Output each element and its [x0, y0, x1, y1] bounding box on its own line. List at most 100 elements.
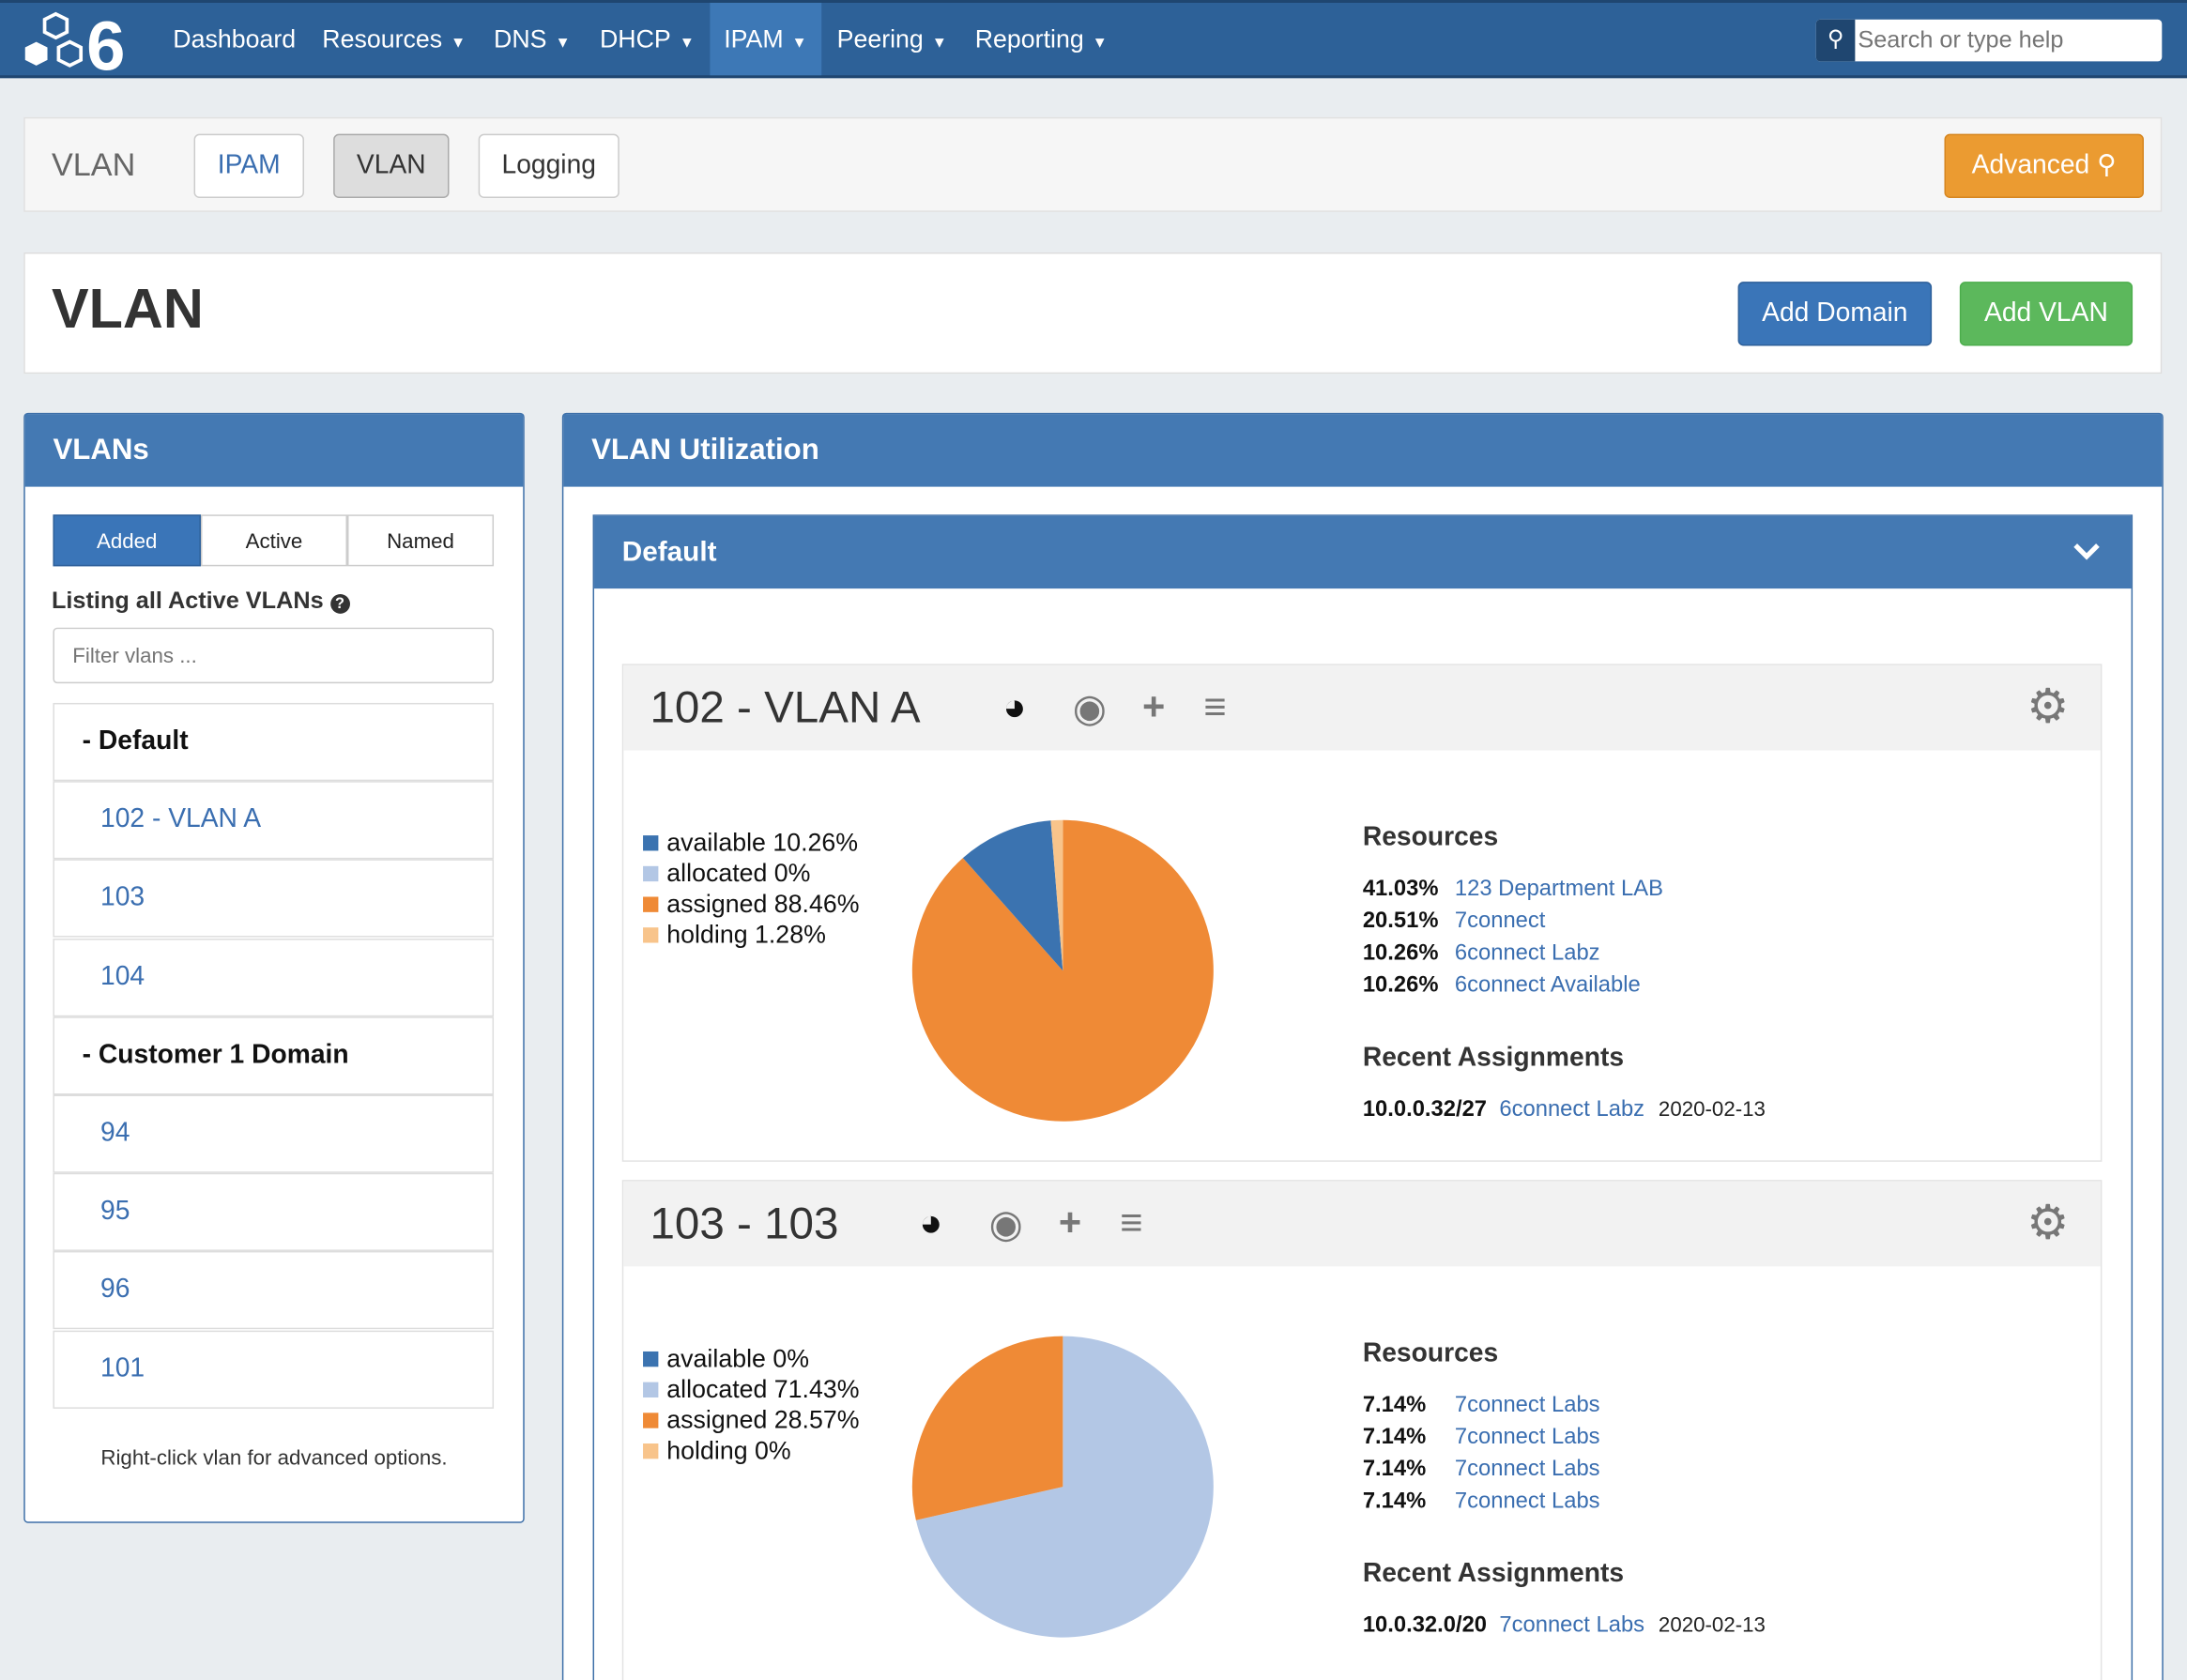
search-input[interactable] [1858, 19, 2158, 62]
advanced-search-button[interactable]: Advanced ⚲ [1944, 133, 2144, 199]
pie-chart-icon[interactable]: ◕ [919, 1200, 943, 1245]
tab-named[interactable]: Named [347, 514, 495, 567]
nav-label: Reporting [974, 24, 1084, 53]
vlan-list-item[interactable]: 102 - VLAN A [53, 781, 495, 860]
help-icon[interactable]: ? [329, 594, 350, 614]
assignment-row: 10.0.32.0/20 7connect Labs 2020-02-13 [1363, 1610, 1766, 1642]
legend-entry: holding 0% [643, 1435, 859, 1466]
vlan-domain-item[interactable]: - Customer 1 Domain [53, 1016, 495, 1095]
vlan-button[interactable]: VLAN [333, 133, 450, 199]
assignment-network[interactable]: 10.0.32.0/20 [1362, 1613, 1488, 1638]
vlan-list-item[interactable]: 94 [53, 1094, 495, 1173]
nav-peering[interactable]: Peering ▼ [823, 3, 961, 75]
pie-chart [911, 819, 1214, 1122]
legend-entry: holding 1.28% [643, 919, 859, 950]
search-box[interactable]: ⚲ [1815, 19, 2163, 62]
vlan-card: 103 - 103 ◕ ◉ + ≡ ⚙ available 0% allocated 71.4… [621, 1180, 2103, 1680]
legend-swatch [643, 1443, 659, 1459]
plus-icon[interactable]: + [1058, 1200, 1082, 1245]
logo-icon[interactable]: 6 [20, 6, 143, 75]
caret-down-icon: ▼ [931, 35, 947, 52]
legend-label: assigned 88.46% [666, 890, 860, 918]
logging-button[interactable]: Logging [478, 133, 619, 199]
vlan-list-item[interactable]: 96 [53, 1251, 495, 1330]
list-icon[interactable]: ≡ [1120, 1200, 1143, 1245]
legend-swatch [643, 1351, 659, 1367]
chevron-down-icon[interactable] [2072, 542, 2101, 562]
eye-icon[interactable]: ◉ [1072, 686, 1108, 730]
plus-icon[interactable]: + [1142, 684, 1166, 728]
resource-row: 7.14% 7connect Labs [1363, 1453, 1766, 1485]
tab-added[interactable]: Added [53, 514, 201, 567]
nav-ipam[interactable]: IPAM ▼ [710, 2, 821, 76]
resource-link[interactable]: 7connect Labs [1454, 1489, 1600, 1514]
nav-dashboard[interactable]: Dashboard [159, 3, 310, 75]
pie-slice-assigned[interactable] [911, 819, 1214, 1122]
nav-dns[interactable]: DNS ▼ [480, 3, 584, 75]
vlan-list-item[interactable]: 103 [53, 859, 495, 939]
resource-link[interactable]: 6connect Available [1454, 973, 1641, 998]
legend-swatch [643, 927, 659, 943]
advanced-label: Advanced [1971, 150, 2090, 180]
legend-label: allocated 0% [666, 859, 811, 888]
vlan-list-item[interactable]: 95 [53, 1173, 495, 1252]
pie-legend: available 0% allocated 71.43% assigned 28.… [643, 1343, 860, 1466]
pie-slice-allocated[interactable] [915, 1336, 1214, 1638]
vlan-list-item[interactable]: 104 [53, 938, 495, 1016]
vlan-card-header: 103 - 103 ◕ ◉ + ≡ ⚙ [623, 1181, 2101, 1267]
resource-link[interactable]: 7connect Labs [1454, 1457, 1600, 1482]
vlans-panel-title: VLANs [24, 414, 524, 487]
group-title: Default [621, 537, 717, 568]
assignment-date: 2020-02-13 [1658, 1613, 1766, 1638]
assignment-row: 10.0.0.32/27 6connect Labz 2020-02-13 [1363, 1093, 1766, 1125]
assignment-date: 2020-02-13 [1658, 1097, 1766, 1122]
listing-text: Listing all Active VLANs [51, 587, 324, 614]
resource-row: 7.14% 7connect Labs [1363, 1486, 1766, 1518]
pie-slice-assigned[interactable] [911, 1336, 1063, 1520]
assignment-resource-link[interactable]: 6connect Labz [1499, 1097, 1645, 1122]
tab-active[interactable]: Active [200, 514, 348, 567]
footer-hint: Right-click vlan for advanced options. [100, 1445, 448, 1471]
resource-link[interactable]: 123 Department LAB [1454, 877, 1663, 901]
page-title: VLAN [51, 279, 204, 341]
resource-percent: 20.51% [1362, 909, 1439, 934]
vlan-card-header: 102 - VLAN A ◕ ◉ + ≡ ⚙ [623, 664, 2101, 751]
nav-reporting[interactable]: Reporting ▼ [961, 3, 1122, 75]
add-vlan-button[interactable]: Add VLAN [1959, 282, 2133, 346]
filter-vlans-input[interactable] [53, 627, 495, 684]
pie-chart-icon[interactable]: ◕ [1002, 684, 1027, 728]
group-header[interactable]: Default [594, 515, 2132, 589]
resource-link[interactable]: 7connect Labs [1454, 1393, 1600, 1417]
list-icon[interactable]: ≡ [1203, 684, 1227, 728]
top-navbar: 6 ⚲ DashboardResources▼DNS▼DHCP▼IPAM▼Pee… [0, 0, 2187, 79]
legend-entry: assigned 28.57% [643, 1404, 860, 1435]
svg-text:6: 6 [86, 7, 125, 75]
resource-link[interactable]: 7connect Labs [1454, 1425, 1600, 1449]
assignment-resource-link[interactable]: 7connect Labs [1499, 1613, 1645, 1638]
eye-icon[interactable]: ◉ [988, 1201, 1023, 1245]
vlan-card-title[interactable]: 102 - VLAN A [650, 681, 921, 733]
vlan-domain-item[interactable]: - Default [53, 702, 495, 782]
pie-slice-available[interactable] [962, 820, 1063, 971]
resource-link[interactable]: 7connect [1454, 909, 1546, 934]
legend-label: available 10.26% [666, 828, 859, 857]
ipam-button[interactable]: IPAM [193, 133, 304, 199]
resource-percent: 7.14% [1362, 1489, 1427, 1514]
pie-slice-holding[interactable] [1050, 819, 1063, 971]
nav-label: DHCP [599, 24, 671, 53]
sub-navbar: VLAN IPAM VLAN Logging Advanced ⚲ [23, 116, 2163, 212]
caret-down-icon: ▼ [1092, 35, 1108, 52]
legend-swatch [643, 1382, 659, 1397]
pie-legend: available 10.26% allocated 0% assigned 88.… [643, 827, 860, 950]
legend-label: holding 0% [666, 1436, 791, 1465]
add-domain-button[interactable]: Add Domain [1737, 282, 1933, 346]
resource-link[interactable]: 6connect Labz [1454, 941, 1600, 966]
listing-label: Listing all Active VLANs ? [51, 587, 350, 616]
gear-icon[interactable]: ⚙ [2026, 680, 2070, 734]
nav-resources[interactable]: Resources ▼ [308, 3, 480, 75]
vlan-list-item[interactable]: 101 [53, 1330, 495, 1409]
vlan-card-title[interactable]: 103 - 103 [650, 1198, 839, 1248]
nav-dhcp[interactable]: DHCP ▼ [586, 3, 709, 75]
gear-icon[interactable]: ⚙ [2026, 1196, 2070, 1250]
assignment-network[interactable]: 10.0.0.32/27 [1362, 1097, 1488, 1122]
